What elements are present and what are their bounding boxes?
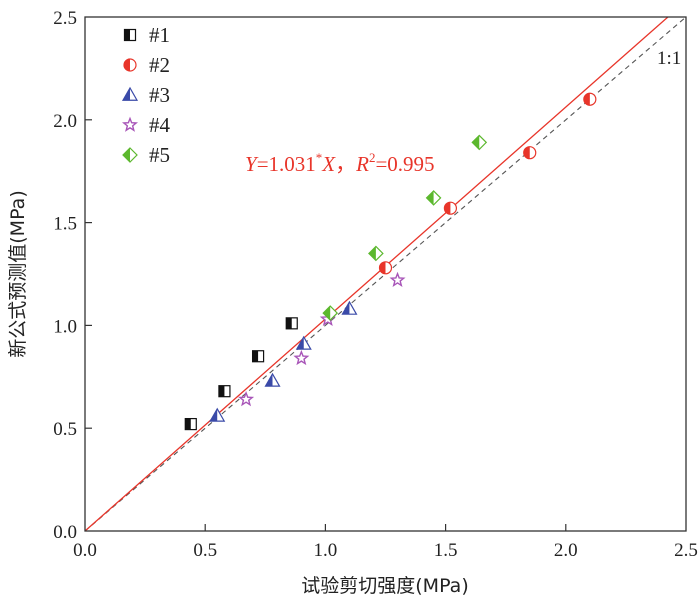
data-point-series-3: [295, 335, 312, 350]
data-point-series-5: [425, 190, 442, 206]
y-tick-label: 1.0: [53, 316, 77, 337]
legend-label: #1: [149, 23, 170, 47]
data-point-series-1: [184, 417, 197, 431]
data-point-series-2: [378, 261, 393, 275]
data-point-series-3: [264, 372, 281, 387]
eq-r-sup: 2: [369, 150, 376, 165]
eq-x-var: X: [321, 152, 336, 176]
data-point-series-5: [368, 245, 384, 262]
y-tick-label: 2.0: [53, 111, 77, 132]
legend-marker-3: [121, 86, 139, 101]
eq-slope: =1.031: [257, 152, 316, 176]
data-point-series-1: [251, 350, 265, 363]
data-point-series-3: [341, 300, 358, 315]
legend-marker-5: [122, 147, 138, 163]
data-point-series-2: [583, 92, 597, 106]
y-tick-label: 0.0: [53, 522, 77, 543]
legend-marker-4: [121, 116, 139, 132]
data-point-series-2: [443, 201, 458, 215]
eq-sep: ，: [335, 152, 356, 176]
eq-r-value: =0.995: [375, 152, 434, 176]
y-tick-label: 2.5: [53, 8, 77, 29]
x-tick-label: 0.0: [73, 540, 97, 561]
x-tick-label: 1.5: [434, 540, 458, 561]
fit-equation: Y=1.031*X，R2=0.995: [245, 150, 435, 176]
data-point-series-4: [238, 390, 255, 407]
data-point-series-5: [471, 134, 488, 151]
plot-frame: [84, 16, 687, 532]
x-tick-label: 2.0: [554, 540, 578, 561]
legend-label: #5: [149, 143, 170, 167]
data-point-series-4: [293, 349, 310, 366]
legend: #1 #2 #3 #4 #5: [121, 23, 171, 167]
legend-label: #3: [149, 83, 170, 107]
eq-star: *: [316, 150, 323, 165]
legend-marker-1: [123, 28, 137, 42]
x-axis-title: 试验剪切强度(MPa): [301, 575, 468, 597]
y-tick-label: 1.5: [53, 214, 77, 235]
data-point-series-1: [285, 317, 298, 330]
data-point-series-5: [322, 305, 339, 321]
legend-marker-2: [123, 58, 137, 72]
data-point-series-1: [218, 385, 231, 398]
eq-r-var: R: [355, 152, 369, 176]
reference-line-label: 1:1: [657, 48, 681, 69]
y-tick-label: 0.5: [53, 419, 77, 440]
data-point-series-2: [523, 146, 537, 160]
data-point-series-4: [389, 271, 406, 287]
eq-y-var: Y: [245, 152, 259, 176]
y-axis-title: 新公式预测值(MPa): [7, 190, 29, 357]
x-tick-label: 1.0: [314, 540, 338, 561]
legend-label: #4: [149, 113, 171, 137]
legend-label: #2: [149, 53, 170, 77]
x-tick-label: 0.5: [193, 540, 217, 561]
data-point-series-3: [209, 407, 226, 422]
x-tick-label: 2.5: [674, 540, 698, 561]
